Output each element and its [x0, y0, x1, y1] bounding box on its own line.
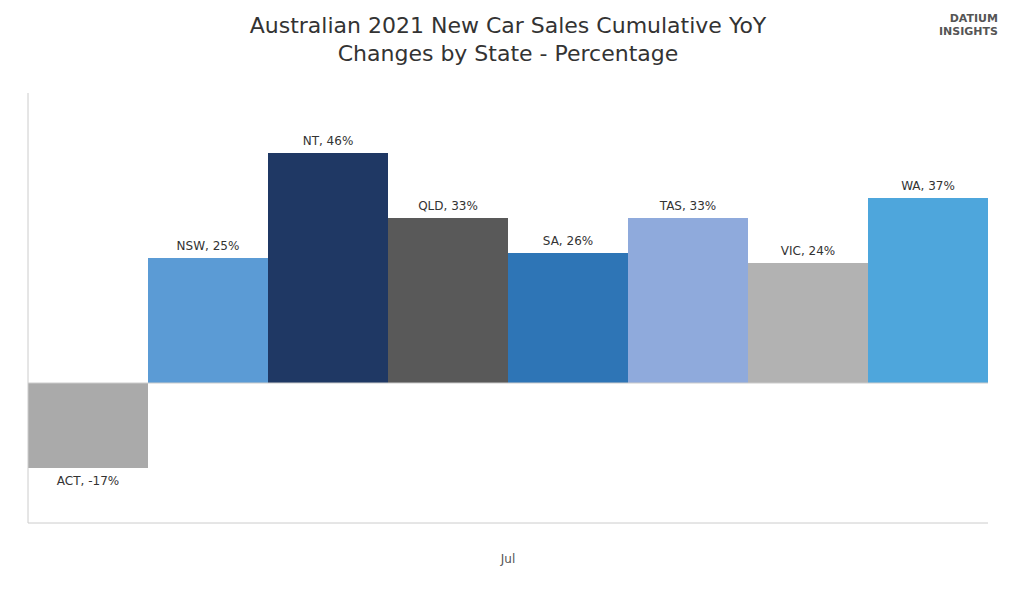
- svg-text:Jul: Jul: [500, 552, 515, 566]
- html-text:DATIUM INSIGHTS: DATIUM INSIGHTS: [939, 12, 998, 39]
- svg-text:NSW, 25%: NSW, 25%: [177, 239, 240, 253]
- svg-text:ACT, -17%: ACT, -17%: [57, 474, 119, 488]
- html-text:Australian 2021 New Car Sales: Australian 2021 New Car Sales Cumulative…: [249, 13, 767, 66]
- svg-text:QLD, 33%: QLD, 33%: [418, 199, 478, 213]
- svg-text:VIC, 24%: VIC, 24%: [781, 244, 835, 258]
- svg-text:WA, 37%: WA, 37%: [901, 179, 955, 193]
- svg-text:SA, 26%: SA, 26%: [543, 234, 593, 248]
- svg-text:TAS, 33%: TAS, 33%: [659, 199, 717, 213]
- svg-text:NT, 46%: NT, 46%: [303, 134, 354, 148]
